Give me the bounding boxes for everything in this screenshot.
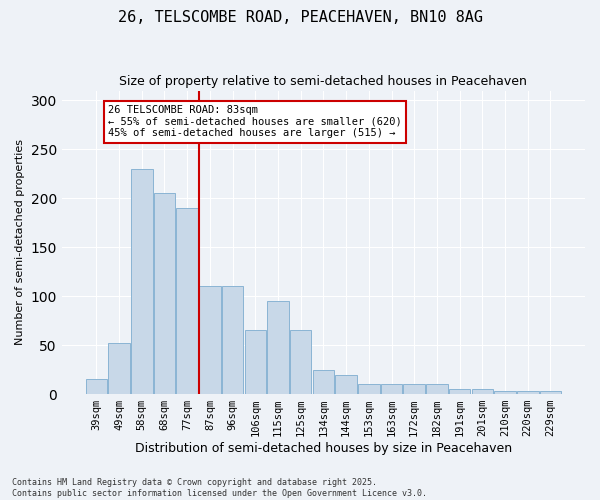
Y-axis label: Number of semi-detached properties: Number of semi-detached properties [15,140,25,346]
Bar [335,374,357,394]
Bar [290,330,311,394]
Text: 26 TELSCOMBE ROAD: 83sqm
← 55% of semi-detached houses are smaller (620)
45% of : 26 TELSCOMBE ROAD: 83sqm ← 55% of semi-d… [108,105,401,138]
Bar [426,384,448,394]
Bar [176,208,198,394]
Bar [267,301,289,394]
Bar [131,169,152,394]
Bar [539,391,561,394]
X-axis label: Distribution of semi-detached houses by size in Peacehaven: Distribution of semi-detached houses by … [135,442,512,455]
Bar [199,286,221,394]
Bar [381,384,402,394]
Bar [517,391,539,394]
Bar [403,384,425,394]
Text: 26, TELSCOMBE ROAD, PEACEHAVEN, BN10 8AG: 26, TELSCOMBE ROAD, PEACEHAVEN, BN10 8AG [118,10,482,25]
Text: Contains HM Land Registry data © Crown copyright and database right 2025.
Contai: Contains HM Land Registry data © Crown c… [12,478,427,498]
Bar [313,370,334,394]
Bar [449,389,470,394]
Bar [245,330,266,394]
Bar [86,380,107,394]
Bar [108,343,130,394]
Bar [494,391,516,394]
Bar [222,286,244,394]
Title: Size of property relative to semi-detached houses in Peacehaven: Size of property relative to semi-detach… [119,75,527,88]
Bar [358,384,380,394]
Bar [472,389,493,394]
Bar [154,194,175,394]
